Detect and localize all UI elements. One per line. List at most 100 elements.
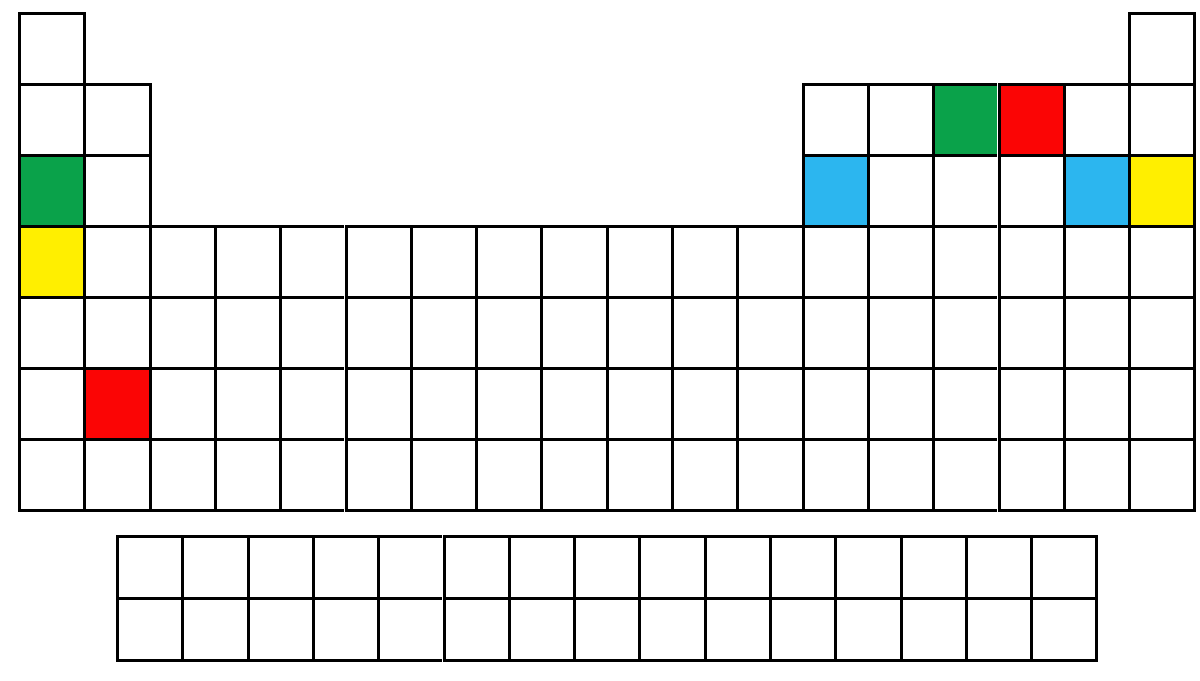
- element-cell: [1128, 296, 1196, 367]
- element-cell: [1063, 367, 1128, 438]
- element-cell: [671, 438, 736, 512]
- element-cell: [18, 154, 83, 225]
- element-cell: [736, 438, 801, 512]
- element-cell: [345, 225, 410, 296]
- element-cell: [606, 367, 671, 438]
- f-block-cell: [834, 597, 899, 662]
- element-cell: [149, 225, 214, 296]
- element-cell: [998, 438, 1063, 512]
- element-cell: [18, 367, 83, 438]
- element-cell: [802, 83, 867, 154]
- element-cell: [214, 438, 279, 512]
- f-block-cell: [247, 597, 312, 662]
- f-block-cell: [769, 535, 834, 597]
- element-cell: [736, 367, 801, 438]
- element-cell: [606, 225, 671, 296]
- element-cell: [83, 83, 151, 154]
- element-cell: [1128, 367, 1196, 438]
- f-block-cell: [443, 535, 508, 597]
- element-cell: [410, 225, 475, 296]
- element-cell: [18, 12, 86, 83]
- element-cell: [1063, 438, 1128, 512]
- element-cell: [345, 367, 410, 438]
- f-block-cell: [443, 597, 508, 662]
- element-cell: [671, 296, 736, 367]
- element-cell: [540, 225, 605, 296]
- f-block-cell: [181, 597, 246, 662]
- element-cell: [279, 296, 344, 367]
- f-block-cell: [900, 535, 965, 597]
- f-block-cell: [181, 535, 246, 597]
- f-block-cell: [965, 597, 1030, 662]
- f-block-cell: [704, 535, 769, 597]
- element-cell: [867, 367, 932, 438]
- element-cell: [83, 296, 148, 367]
- element-cell: [83, 438, 148, 512]
- f-block-cell: [900, 597, 965, 662]
- element-cell: [867, 296, 932, 367]
- f-block-cell: [638, 535, 703, 597]
- element-cell: [932, 83, 997, 154]
- element-cell: [214, 367, 279, 438]
- element-cell: [540, 438, 605, 512]
- f-block-cell: [312, 535, 377, 597]
- element-cell: [1063, 225, 1128, 296]
- element-cell: [932, 438, 997, 512]
- element-cell: [802, 225, 867, 296]
- element-cell: [279, 438, 344, 512]
- element-cell: [1128, 12, 1196, 83]
- element-cell: [83, 154, 151, 225]
- element-cell: [475, 367, 540, 438]
- f-block-cell: [508, 535, 573, 597]
- element-cell: [475, 438, 540, 512]
- element-cell: [540, 367, 605, 438]
- f-block-cell: [116, 535, 181, 597]
- element-cell: [998, 83, 1063, 154]
- element-cell: [540, 296, 605, 367]
- f-block-cell: [834, 535, 899, 597]
- f-block-cell: [312, 597, 377, 662]
- element-cell: [867, 225, 932, 296]
- f-block-cell: [1030, 535, 1098, 597]
- element-cell: [279, 225, 344, 296]
- element-cell: [802, 154, 867, 225]
- element-cell: [1128, 438, 1196, 512]
- element-cell: [606, 296, 671, 367]
- f-block-cell: [377, 535, 442, 597]
- element-cell: [214, 225, 279, 296]
- element-cell: [1128, 154, 1196, 225]
- element-cell: [932, 367, 997, 438]
- f-block-cell: [573, 597, 638, 662]
- element-cell: [736, 296, 801, 367]
- f-block-cell: [573, 535, 638, 597]
- element-cell: [998, 154, 1063, 225]
- element-cell: [475, 296, 540, 367]
- element-cell: [18, 83, 83, 154]
- f-block-cell: [247, 535, 312, 597]
- element-cell: [671, 225, 736, 296]
- f-block-cell: [965, 535, 1030, 597]
- element-cell: [345, 296, 410, 367]
- element-cell: [671, 367, 736, 438]
- element-cell: [1063, 83, 1128, 154]
- element-cell: [1128, 83, 1196, 154]
- element-cell: [83, 367, 148, 438]
- periodic-table-diagram: [0, 0, 1200, 681]
- element-cell: [867, 438, 932, 512]
- f-block-cell: [116, 597, 181, 662]
- element-cell: [410, 296, 475, 367]
- f-block-cell: [638, 597, 703, 662]
- element-cell: [149, 296, 214, 367]
- element-cell: [18, 296, 83, 367]
- element-cell: [1063, 296, 1128, 367]
- f-block-cell: [1030, 597, 1098, 662]
- f-block-cell: [508, 597, 573, 662]
- element-cell: [1063, 154, 1128, 225]
- element-cell: [149, 367, 214, 438]
- f-block-cell: [704, 597, 769, 662]
- f-block-cell: [769, 597, 834, 662]
- element-cell: [475, 225, 540, 296]
- element-cell: [932, 154, 997, 225]
- element-cell: [736, 225, 801, 296]
- element-cell: [932, 296, 997, 367]
